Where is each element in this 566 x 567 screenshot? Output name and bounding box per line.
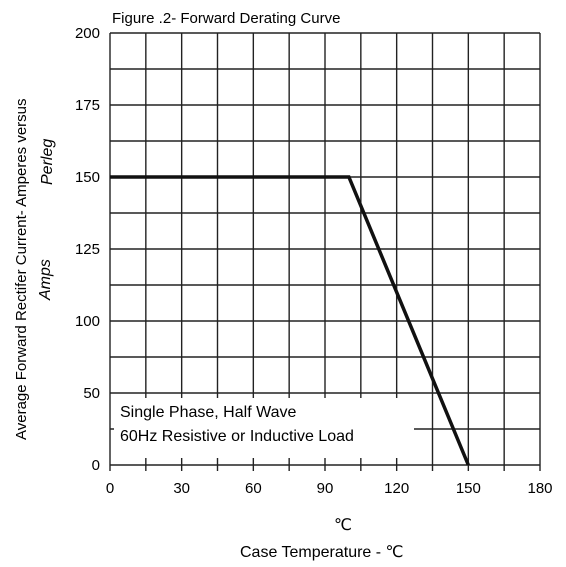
x-tick-label: 180 — [527, 480, 552, 497]
y-tick-label: 50 — [83, 385, 100, 402]
x-tick-labels: 0 30 60 90 120 150 180 — [106, 480, 553, 497]
x-tick-label: 90 — [317, 480, 334, 497]
y-axis-label-perleg: Perleg — [39, 139, 56, 185]
derating-curve-line — [110, 175, 470, 466]
annotation-line-1: Single Phase, Half Wave — [120, 404, 296, 421]
x-tick-label: 30 — [173, 480, 190, 497]
y-axis-label-amps: Amps — [37, 259, 54, 301]
x-tick-label: 60 — [245, 480, 262, 497]
y-tick-label: 175 — [75, 97, 100, 114]
y-tick-label: 150 — [75, 169, 100, 186]
y-tick-label: 100 — [75, 313, 100, 330]
x-axis-label: Case Temperature - ℃ — [240, 544, 404, 561]
x-unit-label: ℃ — [334, 517, 352, 534]
x-tick-label: 150 — [456, 480, 481, 497]
x-tick-label: 120 — [384, 480, 409, 497]
y-tick-label: 200 — [75, 25, 100, 42]
y-tick-label: 0 — [92, 457, 100, 474]
y-tick-label: 125 — [75, 241, 100, 258]
annotation-line-2: 60Hz Resistive or Inductive Load — [120, 428, 354, 445]
y-axis-label: Average Forward Rectifer Current- Ampere… — [13, 98, 30, 440]
y-tick-labels: 0 50 100 125 150 175 200 — [75, 25, 100, 474]
chart-title: Figure .2- Forward Derating Curve — [112, 10, 340, 27]
x-tick-label: 0 — [106, 480, 114, 497]
annotation-box — [114, 398, 414, 458]
